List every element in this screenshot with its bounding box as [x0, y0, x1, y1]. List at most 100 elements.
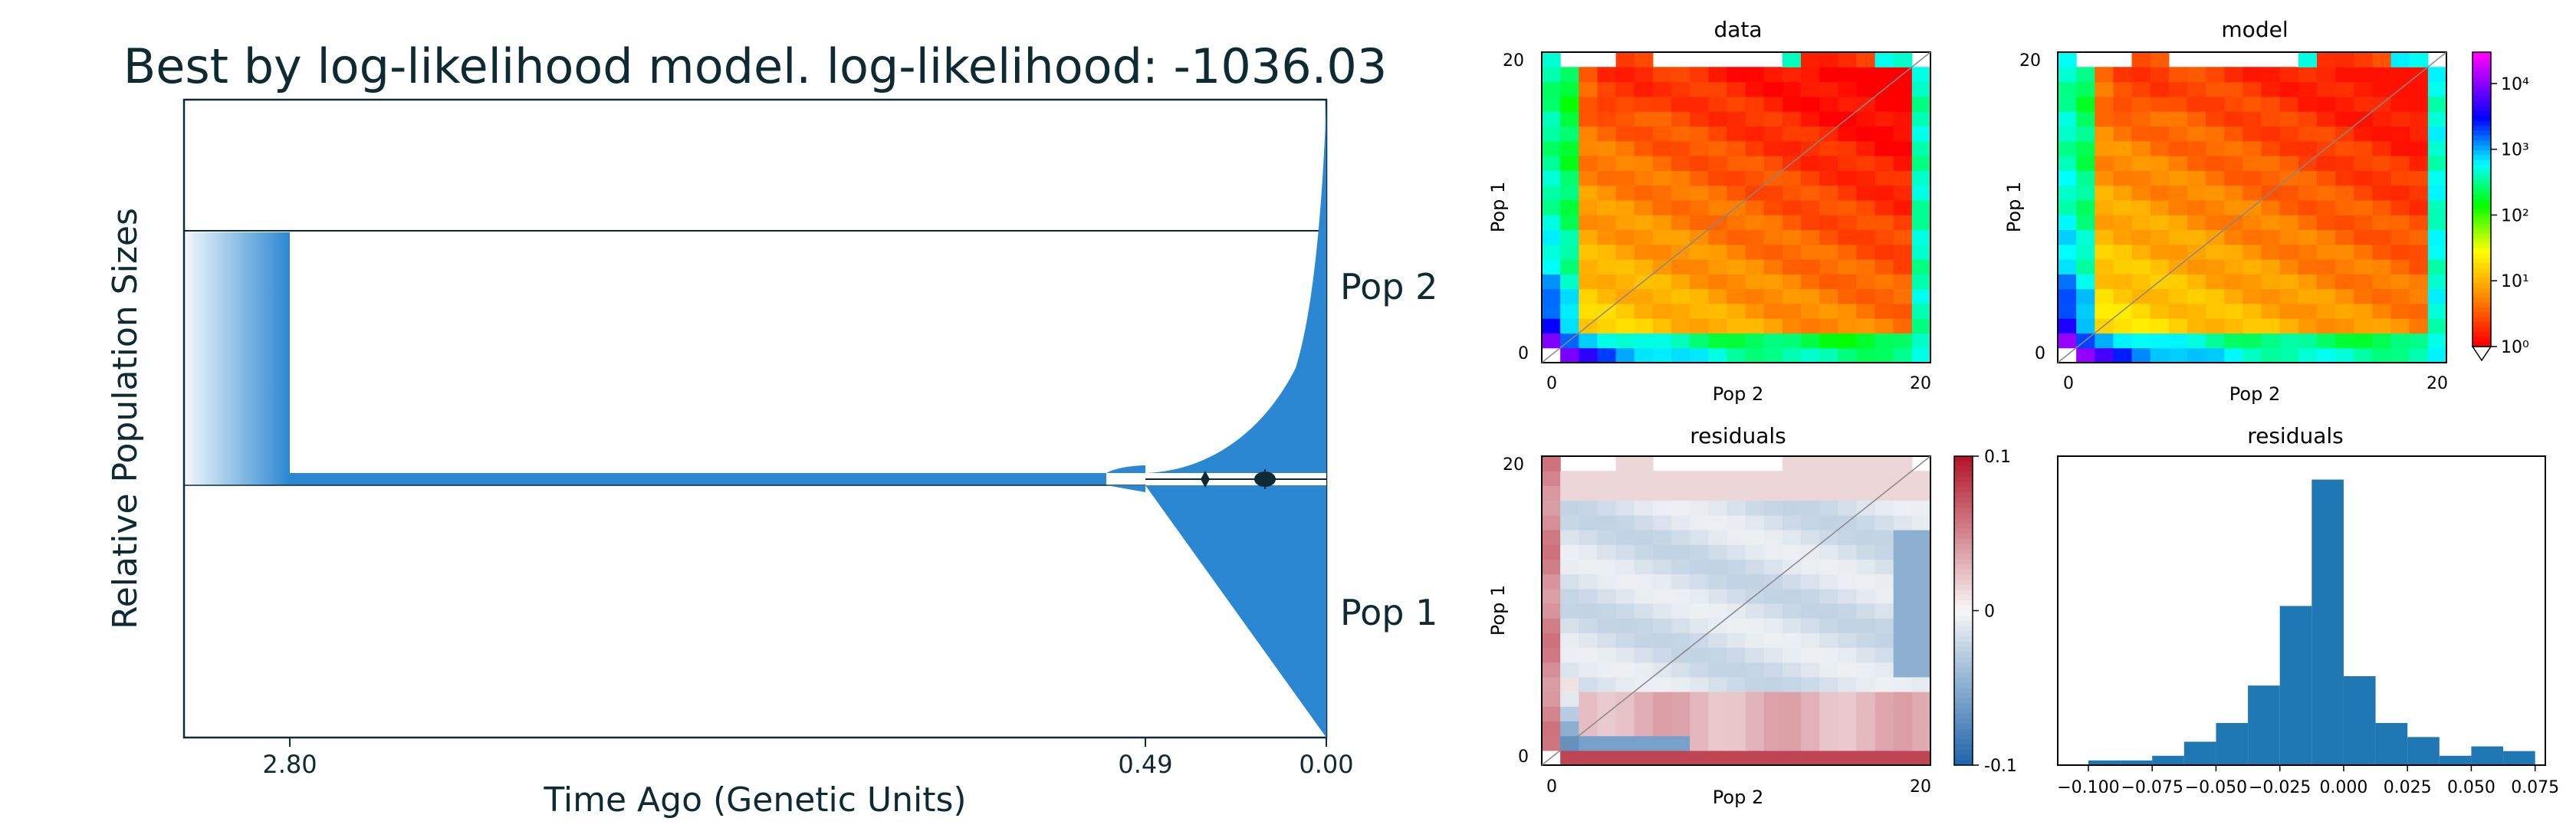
heatmap-cell: [1782, 333, 1802, 349]
heatmap-cell: [2113, 274, 2133, 290]
colorbar-segment: [2472, 52, 2491, 58]
model-x-tick: 20: [2426, 374, 2448, 393]
heatmap-cell: [1671, 347, 1691, 363]
colorbar-segment: [2472, 106, 2491, 112]
heatmap-cell: [1763, 229, 1783, 245]
heatmap-cell: [1597, 500, 1617, 516]
heatmap-cell: [1597, 514, 1617, 531]
heatmap-cell: [1911, 706, 1931, 722]
heatmap-cell: [1801, 721, 1820, 737]
heatmap-cell: [2390, 303, 2410, 319]
heatmap-cell: [1856, 185, 1876, 201]
heatmap-cell: [2131, 244, 2151, 260]
heatmap-cell: [1801, 274, 1820, 290]
heatmap-cell: [1911, 333, 1931, 349]
heatmap-cell: [1819, 170, 1838, 186]
heatmap-cell: [1838, 229, 1858, 245]
heatmap-cell: [1838, 456, 1858, 472]
heatmap-cell: [2279, 140, 2299, 156]
colorbar-segment: [1954, 466, 1973, 472]
heatmap-cell: [1745, 215, 1765, 231]
heatmap-cell: [1763, 259, 1783, 274]
heatmap-cell: [1652, 471, 1672, 486]
heatmap-cell: [1560, 500, 1579, 516]
heatmap-cell: [1615, 647, 1635, 663]
heatmap-cell: [1615, 126, 1635, 142]
heatmap-cell: [1875, 229, 1894, 245]
heatmap-cell: [1763, 111, 1783, 127]
heatmap-cell: [1911, 199, 1931, 215]
heatmap-cell: [1727, 618, 1746, 633]
heatmap-cell: [1801, 514, 1820, 531]
heatmap-cell: [1801, 318, 1820, 334]
heatmap-cell: [1893, 52, 1913, 67]
heatmap-cell: [1615, 456, 1635, 472]
heatmap-cell: [1560, 692, 1579, 707]
heatmap-cell: [1671, 111, 1691, 127]
heatmap-cell: [1727, 274, 1746, 290]
heatmap-cell: [1801, 692, 1820, 707]
heatmap-cell: [1838, 559, 1858, 575]
heatmap-cell: [2058, 185, 2077, 201]
heatmap-cell: [2150, 333, 2170, 349]
heatmap-cell: [1745, 750, 1765, 766]
heatmap-cell: [1763, 559, 1783, 575]
heatmap-cell: [1597, 318, 1617, 334]
heatmap-cell: [1597, 721, 1617, 737]
heatmap-cell: [1745, 662, 1765, 678]
heatmap-cell: [2335, 111, 2354, 127]
heatmap-cell: [1708, 274, 1728, 290]
heatmap-cell: [1708, 81, 1728, 97]
heatmap-cell: [1856, 244, 1876, 260]
heatmap-cell: [2335, 67, 2354, 83]
heatmap-cell: [2242, 303, 2262, 319]
heatmap-cell: [2131, 229, 2151, 245]
heatmap-cell: [2242, 229, 2262, 245]
heatmap-cell: [1893, 500, 1913, 516]
heatmap-cell: [2058, 126, 2077, 142]
heatmap-cell: [1893, 735, 1913, 751]
heatmap-cell: [1579, 244, 1598, 260]
heatmap-cell: [1801, 618, 1820, 633]
heatmap-cell: [2427, 185, 2447, 201]
heatmap-cell: [1819, 676, 1838, 692]
heatmap-cell: [1875, 735, 1894, 751]
heatmap-cell: [1615, 199, 1635, 215]
heatmap-cell: [1579, 81, 1598, 97]
heatmap-cell: [1652, 347, 1672, 363]
colorbar-segment: [1954, 744, 1973, 751]
heatmap-cell: [2095, 333, 2114, 349]
heatmap-cell: [1727, 514, 1746, 531]
heatmap-cell: [1893, 274, 1913, 290]
heatmap-cell: [2242, 288, 2262, 304]
heatmap-cell: [1671, 215, 1691, 231]
heatmap-cell: [2335, 170, 2354, 186]
heatmap-cell: [1690, 347, 1709, 363]
heatmap-cell: [1911, 347, 1931, 363]
heatmap-cell: [1597, 244, 1617, 260]
colorbar-segment: [1954, 600, 1973, 606]
heatmap-cell: [2095, 274, 2114, 290]
heatmap-cell: [2113, 288, 2133, 304]
heatmap-cell: [1615, 274, 1635, 290]
heatmap-cell: [1745, 500, 1765, 516]
heatmap-cell: [2261, 140, 2281, 156]
heatmap-cell: [1911, 259, 1931, 274]
heatmap-cell: [2095, 81, 2114, 97]
heatmap-cell: [2187, 111, 2206, 127]
heatmap-cell: [1875, 573, 1894, 590]
heatmap-cell: [1893, 156, 1913, 171]
heatmap-cell: [2354, 274, 2374, 290]
heatmap-cell: [1542, 96, 1561, 112]
heatmap-cell: [2058, 140, 2077, 156]
heatmap-cell: [1690, 303, 1709, 319]
heatmap-cell: [1634, 618, 1654, 633]
heatmap-cell: [1875, 514, 1894, 531]
heatmap-cell: [1893, 185, 1913, 201]
heatmap-cell: [1782, 244, 1802, 260]
heatmap-cell: [2206, 274, 2225, 290]
heatmap-cell: [1652, 140, 1672, 156]
heatmap-cell: [1745, 692, 1765, 707]
heatmap-cell: [2206, 156, 2225, 171]
demography-chart: Best by log-likelihood model. log-likeli…: [106, 38, 1438, 820]
